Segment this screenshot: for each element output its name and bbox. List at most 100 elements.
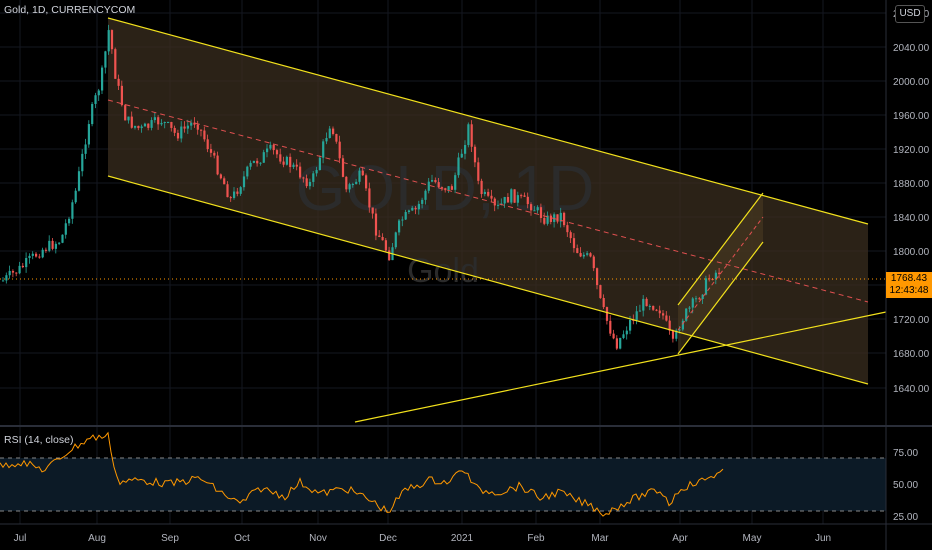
- candle-body: [312, 173, 315, 182]
- rising-channel-median[interactable]: [677, 216, 764, 331]
- candle-body: [167, 121, 170, 123]
- candle-body: [190, 122, 193, 126]
- candle-body: [21, 265, 24, 268]
- candle-body: [97, 90, 100, 96]
- candle-body: [183, 126, 186, 129]
- symbol-title[interactable]: Gold, 1D, CURRENCYCOM: [4, 4, 136, 16]
- candle-body: [450, 186, 453, 190]
- candle-body: [91, 103, 94, 125]
- price-axis[interactable]: 2080.002040.002000.001960.001920.001880.…: [893, 9, 930, 395]
- currency-button[interactable]: USD: [895, 5, 925, 23]
- candle-body: [665, 315, 668, 321]
- candle-body: [605, 307, 609, 321]
- candle-body: [104, 51, 107, 68]
- candle-body: [477, 162, 480, 181]
- rsi-title[interactable]: RSI (14, close): [4, 434, 74, 446]
- candle-body: [612, 333, 615, 339]
- candle-body: [348, 184, 351, 190]
- candle-body: [48, 240, 51, 251]
- rsi-axis-label: 25.00: [893, 512, 918, 523]
- candle-body: [173, 127, 176, 133]
- candle-body: [487, 191, 490, 196]
- candle-body: [302, 177, 305, 179]
- candle-body: [361, 170, 364, 176]
- channel-lower-line[interactable]: [107, 175, 869, 385]
- candle-body: [536, 207, 539, 211]
- candle-body: [226, 184, 229, 198]
- candle-body: [401, 219, 404, 221]
- candle-body: [137, 125, 140, 129]
- candle-body: [41, 249, 44, 258]
- time-axis[interactable]: Jul Aug Sep Oct Nov Dec 2021 Feb Mar Apr May Jun: [14, 533, 831, 544]
- candle-body: [645, 298, 648, 307]
- candle-body: [44, 249, 48, 251]
- candle-body: [427, 181, 430, 191]
- price-axis-label: 2040.00: [893, 43, 930, 54]
- support-trendline[interactable]: [354, 311, 887, 423]
- candle-body: [381, 236, 384, 241]
- candle-body: [266, 148, 269, 153]
- candle-body: [675, 330, 678, 339]
- candle-body: [635, 311, 638, 320]
- candle-body: [632, 319, 635, 321]
- time-axis-label: Apr: [672, 533, 688, 544]
- rising-channel-upper[interactable]: [677, 192, 764, 306]
- candle-body: [685, 308, 688, 321]
- candle-body: [374, 213, 378, 236]
- candle-body: [38, 256, 41, 258]
- time-axis-label: Nov: [309, 533, 327, 544]
- candle-body: [68, 218, 71, 224]
- candle-body: [308, 181, 312, 187]
- candle-body: [513, 189, 516, 203]
- candle-body: [130, 116, 133, 128]
- bar-countdown: 12:43:48: [889, 285, 929, 296]
- time-axis-label: Sep: [161, 533, 179, 544]
- candle-body: [424, 190, 427, 200]
- rsi-axis[interactable]: 75.00 50.00 25.00: [893, 448, 918, 523]
- candle-body: [351, 184, 354, 186]
- rsi-axis-label: 50.00: [893, 480, 918, 491]
- channel-upper-line[interactable]: [107, 17, 869, 225]
- candle-body: [282, 161, 285, 165]
- candle-body: [114, 49, 117, 79]
- candle-body: [648, 305, 651, 307]
- candle-body: [414, 207, 417, 210]
- candle-body: [688, 307, 691, 309]
- candle-body: [460, 153, 463, 158]
- candle-body: [440, 187, 444, 189]
- candle-body: [473, 146, 477, 163]
- rising-channel-lower[interactable]: [677, 241, 764, 355]
- candle-body: [289, 156, 292, 168]
- current-price-tag: 1768.43 12:43:48: [886, 272, 932, 298]
- price-axis-label: 1800.00: [893, 247, 930, 258]
- time-axis-label: May: [743, 533, 762, 544]
- candle-body: [668, 320, 671, 331]
- rsi-band: [0, 458, 886, 511]
- candle-body: [434, 180, 437, 183]
- price-axis-label: 1640.00: [893, 384, 930, 395]
- candle-body: [209, 149, 213, 153]
- candle-body: [371, 207, 374, 214]
- candle-body: [431, 180, 434, 182]
- candle-body: [107, 30, 110, 52]
- candle-body: [543, 218, 546, 224]
- candle-body: [295, 164, 298, 167]
- candle-body: [186, 125, 189, 129]
- candle-body: [572, 238, 576, 249]
- candle-body: [233, 191, 236, 198]
- candle-body: [714, 272, 717, 280]
- candle-body: [216, 155, 219, 175]
- candle-body: [74, 190, 77, 203]
- candle-body: [523, 195, 526, 197]
- time-axis-label: 2021: [451, 533, 474, 544]
- candle-body: [252, 160, 255, 163]
- candle-body: [506, 197, 510, 203]
- candle-body: [701, 294, 704, 299]
- candle-body: [582, 254, 585, 257]
- candle-body: [61, 234, 64, 243]
- candle-body: [490, 195, 493, 199]
- candle-body: [457, 157, 460, 176]
- candle-body: [358, 170, 361, 182]
- candle-body: [325, 137, 328, 142]
